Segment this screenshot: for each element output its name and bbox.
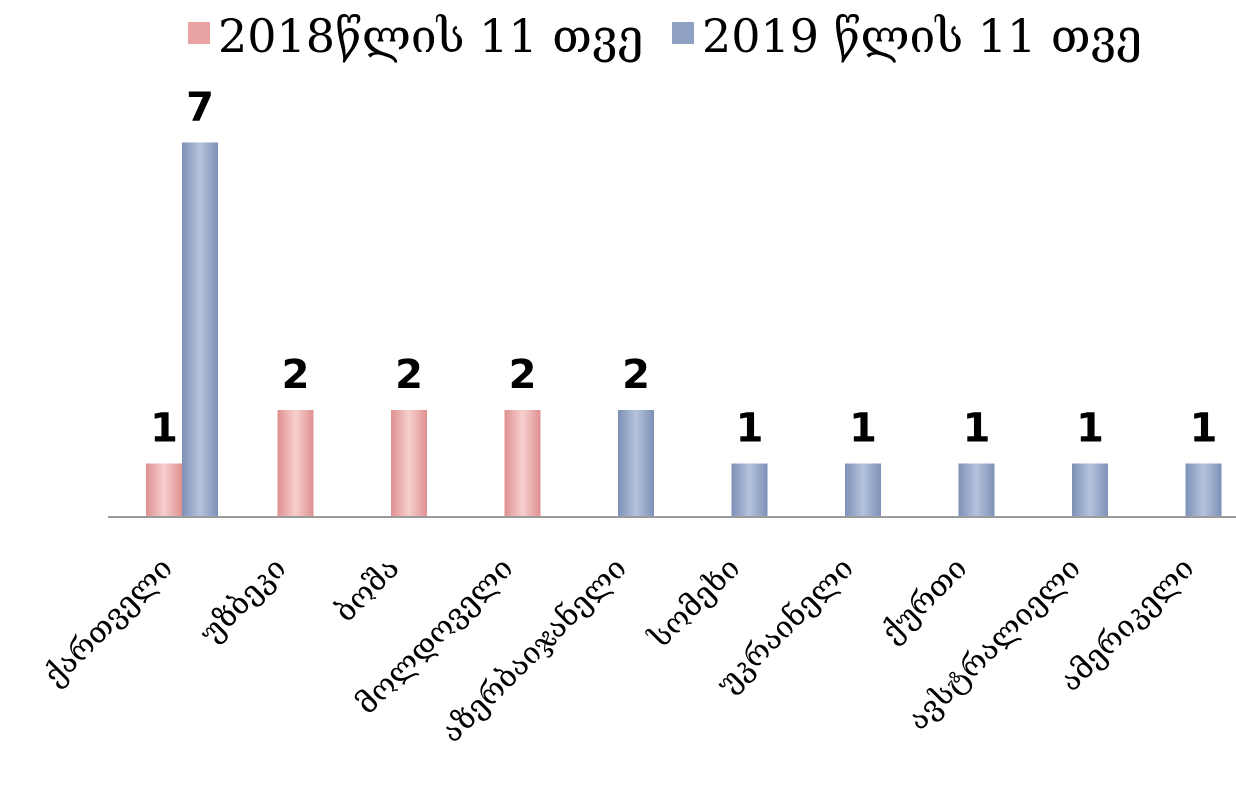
category-label-3: ბოშა (328, 551, 406, 629)
bar-series1-4 (504, 410, 541, 517)
bar-series1-1 (146, 463, 182, 517)
category-label-1: ქართველი (37, 551, 180, 694)
bar-series2-1 (182, 142, 218, 517)
data-label-series2-9: 1 (1076, 406, 1104, 452)
legend-swatch-1 (188, 22, 210, 44)
legend: 2018წლის 11 თვე 2019 წლის 11 თვე (188, 9, 1142, 63)
data-label-series1-3: 2 (395, 352, 423, 398)
data-label-series1-2: 2 (282, 352, 310, 398)
data-label-series2-6: 1 (736, 406, 764, 452)
category-labels-group: ქართველი უზბეკი ბოშამოლდოველიაზერბაიჯანელი… (37, 551, 1201, 750)
bar-series2-8 (958, 463, 995, 517)
legend-label-2: 2019 წლის 11 თვე (702, 9, 1142, 63)
legend-swatch-2 (672, 22, 694, 44)
bar-series2-5 (618, 410, 654, 517)
category-label-8: ქურთი (875, 551, 975, 651)
bars-group (146, 142, 1222, 517)
bar-series1-3 (391, 410, 427, 517)
category-label-2: უზბეკი (193, 551, 293, 651)
data-label-series2-7: 1 (849, 406, 877, 452)
category-label-6: სომეხი (642, 551, 747, 656)
data-label-series2-5: 2 (622, 352, 650, 398)
data-labels-group: 1 7 2 2 2 2 1 1 1 1 1 (150, 85, 1217, 452)
data-label-series1-1: 1 (150, 406, 178, 452)
legend-label-1: 2018წლის 11 თვე (218, 9, 643, 63)
bar-series2-9 (1072, 463, 1108, 517)
bar-series2-6 (731, 463, 768, 517)
data-label-series2-10: 1 (1190, 406, 1218, 452)
bar-series2-10 (1185, 463, 1222, 517)
data-label-series1-4: 2 (509, 352, 537, 398)
data-label-series2-1: 7 (186, 85, 214, 131)
data-label-series2-8: 1 (963, 406, 991, 452)
bar-series1-2 (277, 410, 314, 517)
bar-series2-7 (845, 463, 881, 517)
